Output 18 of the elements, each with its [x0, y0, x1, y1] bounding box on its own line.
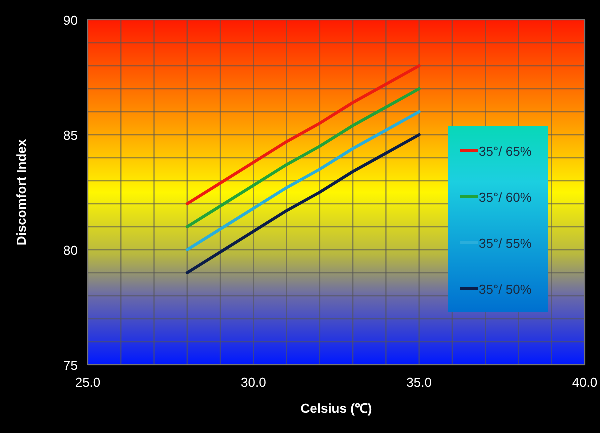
line-series	[186, 110, 421, 252]
y-axis-title: Discomfort Index	[14, 138, 29, 246]
x-axis-title: Celsius (℃)	[300, 401, 372, 416]
legend-label: 35°/ 60%	[479, 190, 532, 205]
x-tick-label: 25.0	[75, 375, 101, 390]
y-tick-label: 80	[64, 243, 78, 258]
x-tick-label: 35.0	[406, 375, 432, 390]
x-tick-label: 30.0	[241, 375, 266, 390]
line-series	[186, 134, 421, 274]
legend-label: 35°/ 55%	[479, 236, 532, 251]
line-series	[186, 64, 421, 206]
y-tick-label: 85	[64, 128, 78, 143]
x-tick-label: 40.0	[572, 375, 598, 390]
line-series	[186, 88, 421, 228]
y-tick-label: 75	[64, 358, 78, 373]
legend-label: 35°/ 65%	[479, 144, 532, 159]
legend-label: 35°/ 50%	[479, 282, 532, 297]
y-tick-label: 90	[64, 13, 78, 28]
